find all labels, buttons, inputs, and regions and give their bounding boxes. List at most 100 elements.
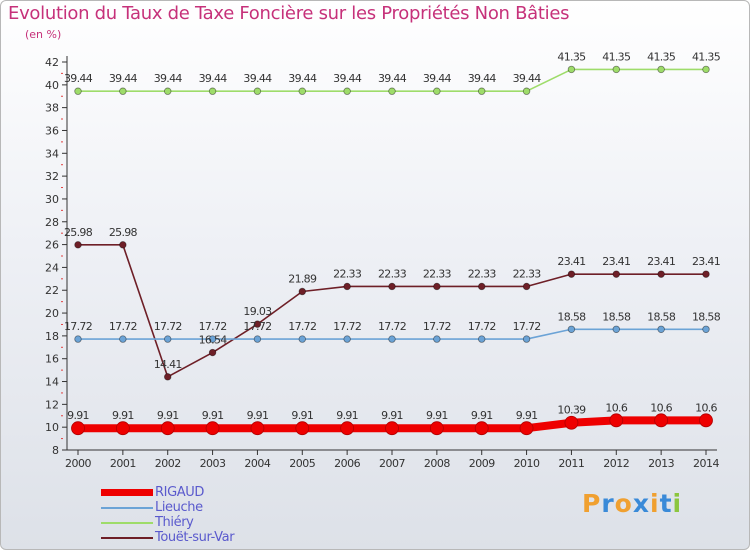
data-point: [433, 335, 441, 343]
data-label: 9.91: [67, 409, 89, 422]
data-point: [164, 335, 172, 343]
legend-label: Touët-sur-Var: [155, 530, 235, 545]
data-point: [657, 270, 665, 278]
data-label: 10.39: [557, 404, 586, 417]
logo-letter: t: [659, 489, 673, 518]
logo-letter: i: [672, 489, 683, 518]
data-point: [298, 335, 306, 343]
data-label: 17.72: [513, 320, 541, 333]
data-label: 41.35: [602, 50, 631, 63]
data-point: [478, 282, 486, 291]
data-label: 22.33: [333, 267, 362, 280]
data-label: 17.72: [288, 320, 316, 333]
y-tick-label: 34: [45, 147, 59, 160]
chart-title: Evolution du Taux de Taxe Foncière sur l…: [8, 3, 570, 24]
data-label: 22.33: [423, 267, 452, 280]
y-tick-label: 40: [45, 79, 59, 92]
legend: RIGAUD Lieuche Thiéry Touët-sur-Var: [101, 485, 235, 545]
logo-letter: r: [601, 489, 615, 518]
x-tick-label: 2008: [424, 457, 450, 470]
y-tick-label: 18: [45, 330, 59, 343]
data-label: 10.6: [650, 401, 672, 414]
data-label: 9.91: [112, 409, 134, 422]
data-label: 41.35: [647, 50, 676, 63]
x-tick-label: 2000: [65, 457, 91, 470]
data-label: 23.41: [557, 255, 585, 268]
data-label: 18.58: [602, 310, 631, 323]
data-label: 17.72: [378, 320, 406, 333]
data-point: [74, 335, 82, 343]
data-point: [657, 65, 665, 74]
data-point: [429, 421, 444, 436]
data-label: 9.91: [157, 409, 179, 422]
y-tick-label: 10: [45, 421, 59, 434]
data-label: 41.35: [557, 50, 586, 63]
logo-letter: P: [582, 489, 602, 518]
data-point: [657, 325, 665, 333]
data-point: [609, 413, 624, 428]
axes-layer: 8 10 12 14 16 18 20 22 24 26 28 30 32 34 36 38 40 42 2000 2…: [45, 56, 720, 470]
data-label: 22.33: [513, 267, 542, 280]
data-label: 18.58: [692, 310, 721, 323]
data-label: 17.72: [154, 320, 182, 333]
y-tick-label: 36: [45, 124, 59, 137]
data-point: [343, 282, 351, 291]
data-point: [343, 87, 351, 95]
data-point: [71, 421, 85, 436]
x-tick-label: 2010: [514, 457, 540, 470]
y-tick-label: 24: [45, 261, 59, 274]
legend-swatch: [101, 521, 153, 524]
data-label: 9.91: [516, 409, 538, 422]
data-label: 18.58: [647, 310, 676, 323]
data-point: [567, 65, 576, 74]
data-label: 39.44: [333, 72, 362, 85]
unit-label: (en %): [25, 28, 62, 41]
series-layer: [71, 65, 713, 436]
x-tick-label: 2009: [469, 457, 495, 470]
data-label: 17.72: [199, 320, 227, 333]
data-point: [433, 87, 441, 95]
data-label: 21.89: [288, 272, 317, 285]
data-point: [208, 348, 217, 357]
data-label: 39.44: [423, 72, 452, 85]
data-point: [522, 335, 531, 343]
data-label: 17.72: [64, 320, 92, 333]
data-point: [343, 335, 351, 343]
data-label: 9.91: [202, 409, 224, 422]
logo-letter: o: [614, 489, 633, 518]
data-point: [612, 325, 620, 333]
data-point: [478, 87, 486, 95]
data-point: [654, 413, 669, 428]
data-label: 9.91: [291, 409, 313, 422]
data-label: 25.98: [109, 226, 138, 239]
data-point: [702, 270, 710, 278]
data-point: [388, 87, 396, 95]
data-point: [208, 335, 217, 343]
legend-item: Lieuche: [101, 500, 234, 515]
legend-swatch: [101, 536, 153, 539]
data-point: [388, 282, 396, 291]
data-label: 39.44: [513, 72, 542, 85]
y-tick-label: 28: [45, 216, 59, 229]
data-label: 17.72: [333, 320, 361, 333]
x-tick-label: 2002: [155, 457, 181, 470]
x-tick-label: 2007: [379, 457, 405, 470]
y-tick-label: 38: [45, 102, 59, 115]
x-tick-label: 2012: [603, 457, 629, 470]
data-label: 9.91: [336, 409, 358, 422]
data-point: [164, 373, 172, 381]
data-label: 22.33: [378, 267, 407, 280]
data-label: 9.91: [381, 409, 403, 422]
data-point: [612, 270, 620, 278]
data-point: [205, 421, 220, 436]
y-tick-label: 20: [45, 307, 59, 320]
data-point: [567, 270, 576, 278]
data-label: 16.54: [199, 334, 228, 347]
data-point: [519, 421, 534, 436]
data-point: [298, 87, 306, 95]
data-point: [119, 335, 127, 343]
data-point: [702, 65, 710, 74]
data-point: [298, 287, 306, 296]
